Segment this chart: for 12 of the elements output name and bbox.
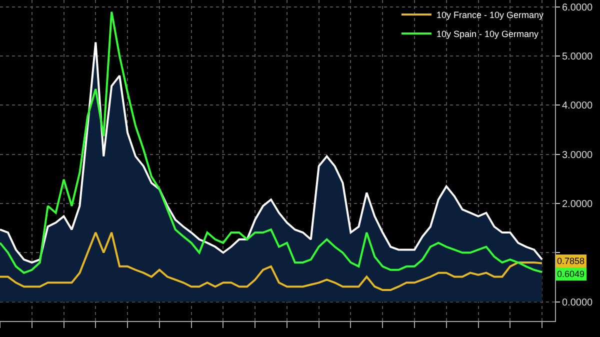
y-tick-label: 4.0000 xyxy=(562,100,594,112)
legend-label: 10y France - 10y Germany xyxy=(436,10,544,20)
line-series xyxy=(0,10,544,274)
data-label: 0.7858 xyxy=(557,256,585,266)
y-tick-label: 2.0000 xyxy=(562,199,594,210)
y-tick-label: 0.0000 xyxy=(562,297,594,308)
data-label: 0.6049 xyxy=(557,269,585,279)
y-tick-label: 3.0000 xyxy=(562,150,594,161)
legend-label: 10y Spain - 10y Germany xyxy=(436,29,539,40)
y-tick-label: 6.0000 xyxy=(562,2,594,14)
line-series xyxy=(0,232,544,292)
y-tick-label: 5.0000 xyxy=(562,52,594,63)
